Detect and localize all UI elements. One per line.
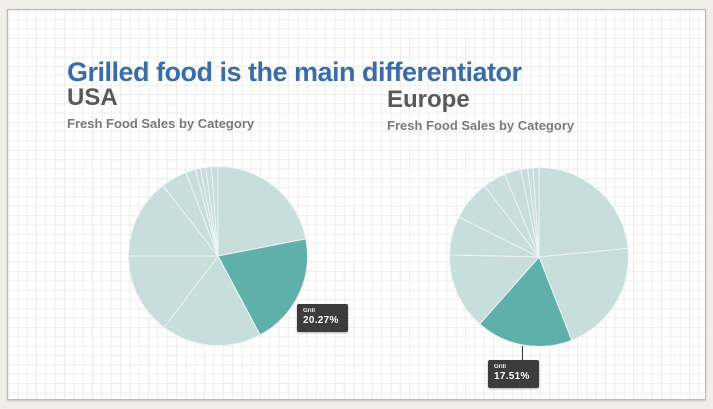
pie-slice[interactable] (128, 185, 219, 257)
tooltip-europe-grill: Grill 17.51% (488, 360, 539, 388)
tooltip-usa-grill: Grill 20.27% (297, 304, 348, 332)
tooltip-category-label: Grill (303, 308, 316, 314)
pie-chart-europe[interactable] (449, 167, 629, 347)
tooltip-value: 17.51% (494, 371, 530, 382)
tooltip-category-label: Grill (494, 364, 507, 370)
tooltip-value: 20.27% (303, 315, 339, 326)
pie-slice[interactable] (128, 255, 219, 328)
pie-chart-usa[interactable] (128, 166, 308, 346)
chart-subtitle-europe: Fresh Food Sales by Category (387, 118, 575, 133)
sheet-canvas: Grilled food is the main differentiator … (7, 9, 706, 400)
pie-slice-grill-highlighted[interactable] (479, 256, 573, 347)
chart-subtitle-usa: Fresh Food Sales by Category (67, 116, 255, 131)
pie-slice[interactable] (532, 167, 540, 258)
pie-slice[interactable] (217, 166, 307, 257)
pie-slice[interactable] (538, 247, 629, 341)
pie-slice[interactable] (538, 167, 629, 258)
pie-slice[interactable] (163, 255, 261, 346)
tooltip-connector-line (522, 346, 523, 361)
pie-slice[interactable] (210, 166, 219, 257)
chart-title-usa: USA (67, 84, 118, 111)
pie-slice[interactable] (449, 254, 540, 325)
chart-title-europe: Europe (387, 86, 470, 113)
chart-header-europe: Europe Fresh Food Sales by Category (387, 86, 687, 134)
page-title: Grilled food is the main differentiator (67, 57, 522, 88)
pie-slice-grill-highlighted[interactable] (217, 238, 308, 336)
chart-header-usa: USA Fresh Food Sales by Category (67, 84, 367, 132)
